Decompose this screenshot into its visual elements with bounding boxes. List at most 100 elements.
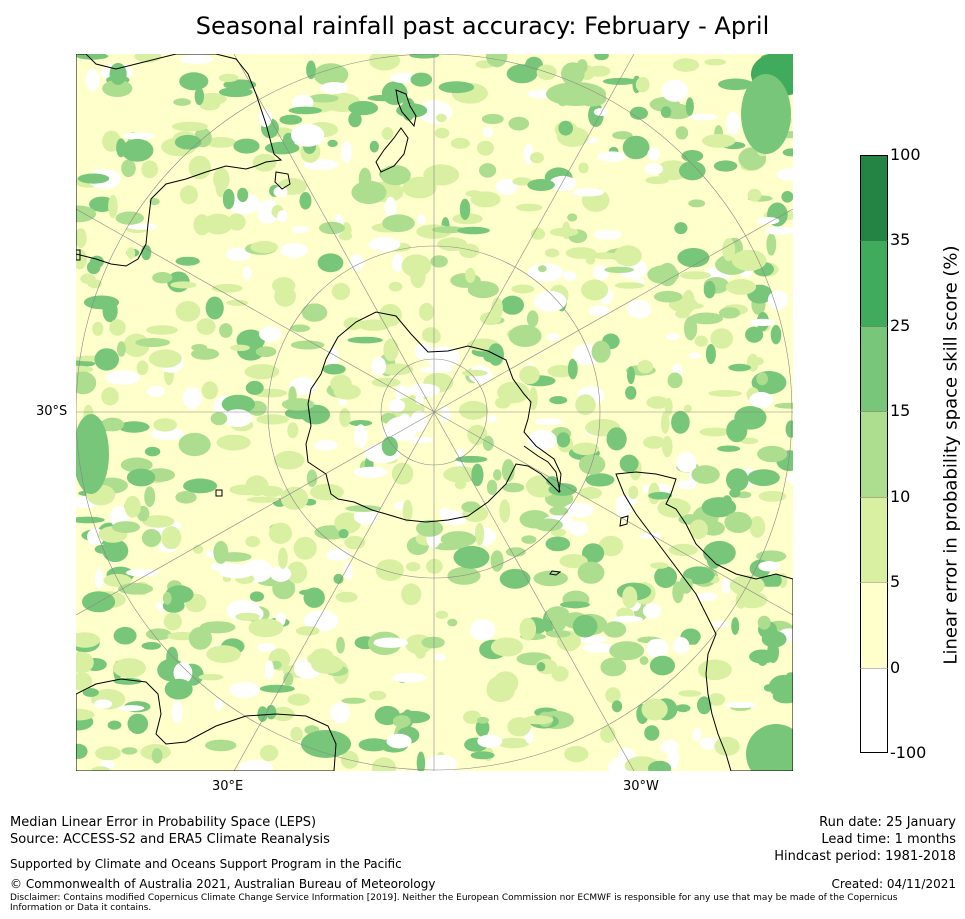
- skill-patch: [173, 98, 191, 106]
- colorbar-tick-label: 10: [890, 486, 911, 506]
- skill-patch: [402, 176, 437, 199]
- skill-patch: [373, 637, 409, 648]
- skill-patch: [604, 266, 634, 273]
- skill-patch: [538, 265, 547, 273]
- skill-patch: [380, 363, 414, 376]
- skill-patch: [149, 198, 160, 206]
- skill-patch: [368, 690, 387, 701]
- skill-patch: [697, 696, 712, 715]
- skill-patch: [724, 701, 757, 709]
- skill-patch: [245, 536, 261, 548]
- skill-patch: [301, 303, 328, 322]
- skill-patch: [257, 706, 268, 722]
- skill-patch: [76, 365, 94, 373]
- skill-patch: [277, 210, 288, 223]
- skill-patch: [136, 360, 149, 376]
- longitude-label-30w: 30°W: [623, 779, 659, 794]
- skill-patch: [348, 111, 362, 128]
- skill-patch: [268, 522, 293, 544]
- skill-patch: [141, 160, 159, 179]
- skill-patch: [76, 249, 87, 270]
- skill-patch: [344, 561, 353, 581]
- skill-patch: [85, 68, 100, 91]
- skill-patch: [477, 734, 503, 748]
- skill-patch: [493, 469, 502, 481]
- skill-patch: [94, 348, 119, 371]
- skill-patch: [495, 178, 518, 195]
- skill-patch: [707, 693, 726, 706]
- skill-patch: [325, 548, 351, 561]
- skill-patch: [126, 247, 136, 259]
- skill-patch: [416, 751, 426, 771]
- skill-patch: [726, 419, 748, 443]
- skill-patch: [290, 340, 325, 350]
- skill-patch: [421, 636, 445, 649]
- skill-patch: [338, 528, 349, 539]
- skill-patch: [603, 621, 627, 638]
- skill-patch: [171, 121, 208, 132]
- skill-patch: [313, 63, 349, 87]
- skill-patch: [641, 698, 668, 721]
- skill-patch: [391, 462, 414, 485]
- skill-patch: [76, 672, 93, 691]
- skill-patch: [76, 743, 88, 759]
- skill-patch: [649, 655, 676, 676]
- skill-patch: [333, 573, 344, 585]
- skill-patch: [453, 545, 490, 569]
- colorbar-bin: [860, 240, 888, 326]
- skill-patch: [713, 160, 738, 172]
- skill-patch: [121, 747, 138, 755]
- skill-patch: [101, 417, 124, 432]
- skill-patch: [699, 427, 731, 437]
- skill-patch: [259, 744, 279, 762]
- skill-patch: [113, 626, 137, 645]
- skill-patch: [264, 660, 274, 680]
- footer-method: Median Linear Error in Probability Space…: [10, 814, 330, 848]
- skill-patch: [205, 296, 224, 320]
- colorbar-bin: [860, 325, 888, 412]
- skill-patch: [290, 726, 303, 742]
- skill-patch: [582, 643, 617, 653]
- skill-patch: [548, 483, 577, 496]
- skill-patch: [248, 618, 284, 638]
- skill-patch: [173, 662, 193, 684]
- skill-patch: [80, 273, 96, 285]
- kerguelen-coastline: [215, 489, 223, 497]
- skill-patch: [112, 658, 147, 678]
- skill-patch: [578, 162, 589, 174]
- skill-patch: [439, 507, 451, 518]
- skill-patch: [215, 174, 226, 198]
- skill-patch: [392, 715, 411, 728]
- skill-patch: [749, 516, 766, 538]
- colorbar-bin: [860, 582, 888, 668]
- skill-patch: [225, 247, 251, 262]
- skill-patch: [575, 394, 596, 416]
- skill-patch: [701, 497, 737, 518]
- skill-patch: [135, 338, 171, 347]
- skill-patch: [368, 54, 401, 71]
- skill-patch: [419, 302, 435, 321]
- skill-patch: [291, 94, 314, 111]
- skill-patch: [560, 601, 590, 609]
- skill-patch: [421, 327, 441, 343]
- skill-patch: [163, 612, 182, 631]
- footer-source-line: Source: ACCESS-S2 and ERA5 Climate Reana…: [10, 832, 330, 847]
- antarctic-peninsula-coastline: [523, 445, 561, 493]
- skill-patch: [308, 94, 339, 103]
- skill-patch: [536, 662, 546, 672]
- skill-patch: [214, 698, 224, 711]
- skill-patch: [758, 561, 781, 572]
- skill-patch: [249, 591, 264, 602]
- skill-patch: [382, 214, 415, 232]
- skill-patch: [501, 295, 524, 315]
- skill-patch: [259, 326, 282, 342]
- skill-patch: [341, 697, 366, 704]
- skill-patch: [587, 65, 611, 77]
- colorbar-bin: [860, 667, 888, 753]
- skill-patch: [341, 141, 353, 164]
- skill-patch: [233, 440, 247, 447]
- skill-patch: [482, 435, 494, 451]
- colorbar-tick-label: 15: [890, 401, 911, 421]
- skill-patch: [76, 371, 97, 395]
- skill-patch: [678, 690, 702, 697]
